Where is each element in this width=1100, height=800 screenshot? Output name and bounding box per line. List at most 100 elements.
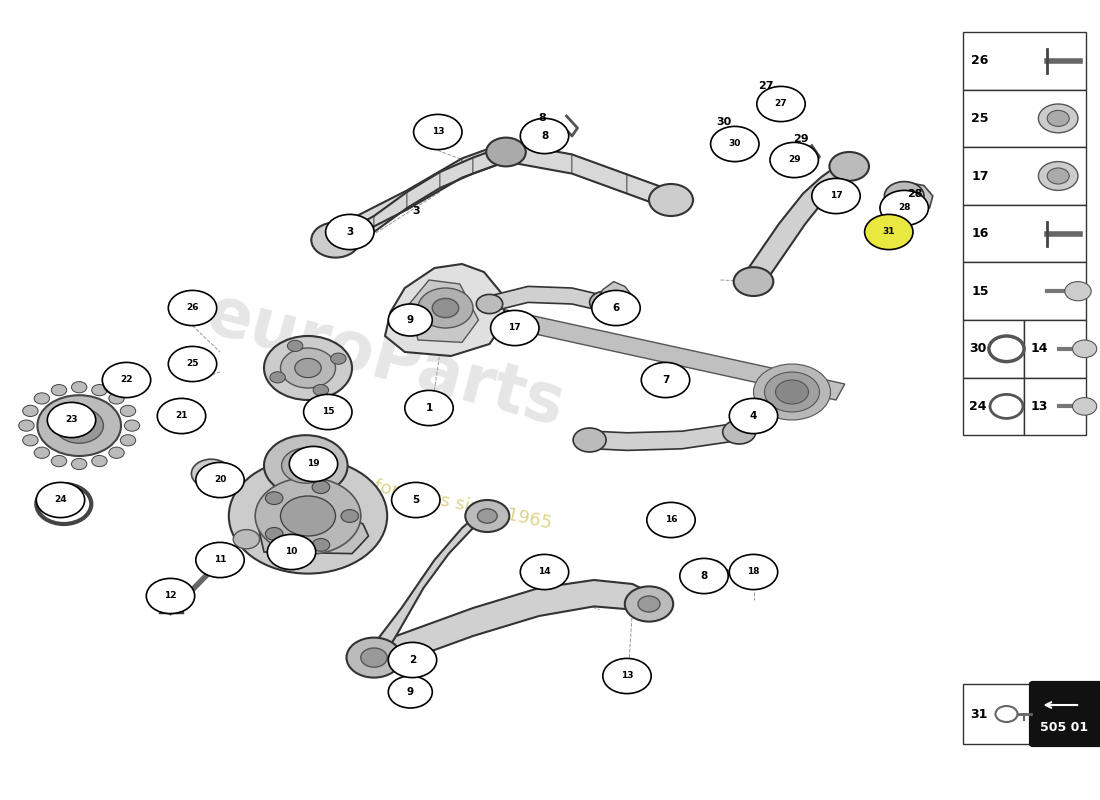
Circle shape: [36, 482, 85, 518]
Text: 17: 17: [829, 191, 843, 201]
Bar: [962, 205, 1086, 262]
Circle shape: [680, 558, 728, 594]
Circle shape: [647, 502, 695, 538]
Polygon shape: [336, 218, 352, 250]
Text: 1: 1: [426, 403, 432, 413]
Circle shape: [361, 648, 387, 667]
Text: 30: 30: [716, 117, 732, 126]
Circle shape: [72, 382, 87, 393]
Polygon shape: [506, 142, 572, 174]
Polygon shape: [740, 168, 860, 280]
Circle shape: [754, 364, 830, 420]
Circle shape: [34, 447, 50, 458]
Circle shape: [812, 178, 860, 214]
Circle shape: [265, 492, 283, 505]
Circle shape: [312, 538, 330, 551]
Text: 29: 29: [793, 134, 808, 144]
Text: 14: 14: [538, 567, 551, 577]
Text: 3: 3: [412, 206, 419, 216]
Circle shape: [19, 420, 34, 431]
Circle shape: [113, 380, 124, 388]
Circle shape: [477, 509, 497, 523]
Polygon shape: [385, 264, 506, 356]
Circle shape: [418, 288, 473, 328]
Circle shape: [776, 380, 808, 404]
Circle shape: [229, 458, 387, 574]
Circle shape: [314, 385, 329, 396]
Circle shape: [388, 676, 432, 708]
Text: 6: 6: [613, 303, 619, 313]
Circle shape: [884, 182, 924, 210]
Polygon shape: [258, 516, 369, 554]
Circle shape: [397, 683, 428, 706]
Circle shape: [1065, 282, 1091, 301]
Circle shape: [734, 267, 773, 296]
Circle shape: [124, 420, 140, 431]
Circle shape: [47, 402, 96, 438]
Circle shape: [625, 586, 673, 622]
Text: 25: 25: [186, 359, 199, 369]
Circle shape: [196, 542, 244, 578]
Bar: [1024, 320, 1086, 378]
Circle shape: [23, 434, 38, 446]
Circle shape: [491, 310, 539, 346]
Text: 28: 28: [908, 189, 923, 198]
Text: 15: 15: [321, 407, 334, 417]
Circle shape: [465, 500, 509, 532]
Text: 24: 24: [54, 495, 67, 505]
Circle shape: [388, 304, 432, 336]
Polygon shape: [336, 228, 352, 248]
Text: 5: 5: [412, 495, 419, 505]
Circle shape: [304, 394, 352, 430]
Circle shape: [255, 478, 361, 554]
Circle shape: [289, 446, 338, 482]
Text: 13: 13: [431, 127, 444, 137]
Circle shape: [103, 373, 134, 395]
Text: 8: 8: [541, 131, 548, 141]
Polygon shape: [407, 172, 440, 208]
Text: 16: 16: [664, 515, 678, 525]
Text: 30: 30: [728, 139, 741, 149]
Polygon shape: [490, 286, 600, 312]
Circle shape: [68, 418, 90, 434]
Circle shape: [146, 578, 195, 614]
Circle shape: [729, 398, 778, 434]
Circle shape: [91, 385, 107, 396]
Circle shape: [729, 554, 778, 590]
Text: 25: 25: [971, 112, 989, 125]
Text: 21: 21: [175, 411, 188, 421]
Circle shape: [641, 362, 690, 398]
Text: a passion for parts since 1965: a passion for parts since 1965: [283, 459, 553, 533]
Text: 16: 16: [971, 227, 989, 240]
Text: 26: 26: [971, 54, 989, 67]
Text: 31: 31: [882, 227, 895, 237]
Circle shape: [592, 290, 640, 326]
Polygon shape: [374, 504, 490, 672]
Text: 23: 23: [65, 415, 78, 425]
Circle shape: [312, 481, 330, 494]
Circle shape: [204, 468, 219, 479]
Text: 12: 12: [164, 591, 177, 601]
Circle shape: [326, 214, 374, 250]
Text: 24: 24: [969, 400, 987, 413]
Circle shape: [295, 358, 321, 378]
Circle shape: [432, 298, 459, 318]
Circle shape: [476, 294, 503, 314]
Text: 29: 29: [788, 155, 801, 165]
Circle shape: [414, 114, 462, 150]
Polygon shape: [407, 158, 462, 210]
Circle shape: [102, 362, 151, 398]
Polygon shape: [490, 308, 845, 400]
Circle shape: [37, 395, 121, 456]
Polygon shape: [594, 423, 737, 450]
Polygon shape: [627, 174, 671, 210]
Polygon shape: [374, 192, 407, 232]
Circle shape: [120, 406, 135, 417]
Polygon shape: [352, 216, 374, 244]
Circle shape: [55, 408, 103, 443]
Bar: [1024, 378, 1086, 435]
Text: 28: 28: [898, 203, 911, 213]
Circle shape: [233, 530, 260, 549]
Circle shape: [1047, 168, 1069, 184]
Circle shape: [1047, 110, 1069, 126]
